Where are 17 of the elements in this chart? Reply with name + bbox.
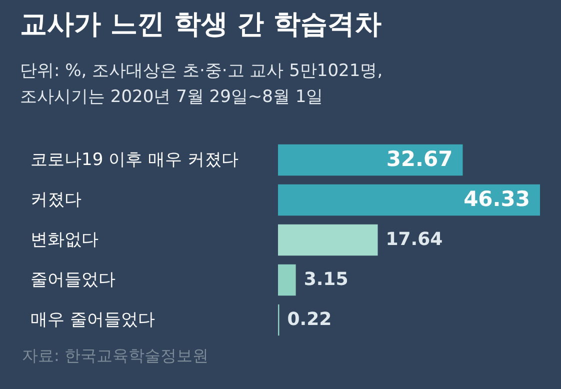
- chart-subtitle: 단위: %, 조사대상은 초·중·고 교사 5만1021명, 조사시기는 2020년 7월 29일~8월 1일: [20, 60, 383, 109]
- chart-title: 교사가 느낀 학생 간 학습격차: [20, 8, 382, 42]
- bar: [278, 144, 463, 176]
- data-label: 46.33: [464, 187, 530, 211]
- y-tick-label: 코로나19 이후 매우 커졌다: [30, 150, 238, 170]
- data-label: 17.64: [386, 229, 443, 250]
- y-tick-label: 줄어들었다: [30, 270, 116, 290]
- data-label: 32.67: [386, 147, 453, 171]
- bar: [278, 184, 540, 216]
- bar: [278, 264, 296, 296]
- y-tick-label: 커졌다: [30, 190, 82, 210]
- y-tick-label: 매우 줄어들었다: [30, 310, 155, 330]
- data-label: 3.15: [304, 269, 348, 290]
- y-tick-label: 변화없다: [30, 230, 98, 250]
- text: 자료: 한국교육학술정보원: [22, 346, 208, 367]
- bar: [278, 224, 378, 256]
- data-label: 0.22: [287, 309, 332, 330]
